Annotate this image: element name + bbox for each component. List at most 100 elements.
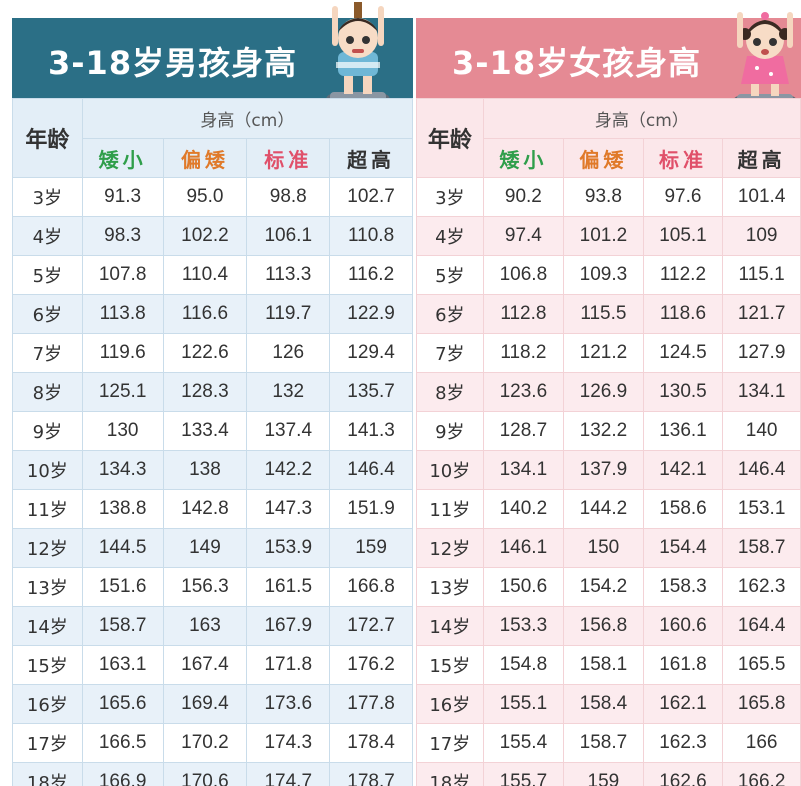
- height-value-cell: 118.6: [642, 294, 724, 334]
- height-value-cell: 110.8: [329, 216, 413, 256]
- age-cell: 13岁: [12, 567, 83, 607]
- boys-title: 3-18岁男孩身高: [48, 44, 298, 82]
- table-row: 4岁 97.4 101.2 105.1 109: [416, 216, 801, 256]
- height-value-cell: 97.4: [482, 216, 565, 256]
- height-value-cell: 138: [162, 450, 248, 490]
- height-value-cell: 107.8: [81, 255, 164, 295]
- category-short-header: 矮小: [81, 138, 164, 178]
- height-value-cell: 177.8: [329, 684, 413, 724]
- height-value-cell: 151.9: [329, 489, 413, 529]
- height-value-cell: 166.8: [329, 567, 413, 607]
- height-value-cell: 138.8: [81, 489, 164, 529]
- table-row: 16岁 165.6 169.4 173.6 177.8: [12, 684, 413, 724]
- height-value-cell: 144.2: [563, 489, 644, 529]
- boys-table-body: 3岁 91.3 95.0 98.8 102.7 4岁 98.3 102.2 106.1 110.8…: [12, 177, 413, 786]
- height-value-cell: 154.8: [482, 645, 565, 685]
- height-value-cell: 112.2: [642, 255, 724, 295]
- table-row: 4岁 98.3 102.2 106.1 110.8: [12, 216, 413, 256]
- age-column-header: 年龄: [12, 98, 83, 178]
- height-value-cell: 91.3: [81, 177, 164, 217]
- table-row: 16岁 155.1 158.4 162.1 165.8: [416, 684, 801, 724]
- height-value-cell: 112.8: [482, 294, 565, 334]
- table-row: 7岁 119.6 122.6 126 129.4: [12, 333, 413, 373]
- height-value-cell: 158.4: [563, 684, 644, 724]
- height-value-cell: 172.7: [329, 606, 413, 646]
- height-value-cell: 173.6: [246, 684, 331, 724]
- height-value-cell: 135.7: [329, 372, 413, 412]
- height-unit-header: 身高（cm）: [81, 98, 413, 139]
- height-value-cell: 134.3: [81, 450, 164, 490]
- height-value-cell: 105.1: [642, 216, 724, 256]
- height-value-cell: 165.8: [722, 684, 801, 724]
- height-value-cell: 166: [722, 723, 801, 763]
- height-value-cell: 101.4: [722, 177, 801, 217]
- height-value-cell: 125.1: [81, 372, 164, 412]
- height-value-cell: 116.6: [162, 294, 248, 334]
- height-value-cell: 101.2: [563, 216, 644, 256]
- height-value-cell: 102.2: [162, 216, 248, 256]
- age-cell: 13岁: [416, 567, 484, 607]
- height-value-cell: 119.7: [246, 294, 331, 334]
- table-row: 10岁 134.1 137.9 142.1 146.4: [416, 450, 801, 490]
- age-cell: 18岁: [416, 762, 484, 786]
- height-value-cell: 161.5: [246, 567, 331, 607]
- age-cell: 3岁: [12, 177, 83, 217]
- height-value-cell: 130.5: [642, 372, 724, 412]
- age-cell: 18岁: [12, 762, 83, 786]
- table-row: 6岁 113.8 116.6 119.7 122.9: [12, 294, 413, 334]
- age-cell: 15岁: [416, 645, 484, 685]
- age-cell: 12岁: [416, 528, 484, 568]
- age-cell: 15岁: [12, 645, 83, 685]
- height-value-cell: 122.6: [162, 333, 248, 373]
- height-value-cell: 167.4: [162, 645, 248, 685]
- height-value-cell: 165.5: [722, 645, 801, 685]
- height-value-cell: 164.4: [722, 606, 801, 646]
- height-value-cell: 115.1: [722, 255, 801, 295]
- height-value-cell: 123.6: [482, 372, 565, 412]
- age-cell: 9岁: [12, 411, 83, 451]
- height-value-cell: 162.1: [642, 684, 724, 724]
- age-cell: 17岁: [416, 723, 484, 763]
- age-cell: 7岁: [416, 333, 484, 373]
- height-value-cell: 106.1: [246, 216, 331, 256]
- height-value-cell: 166.9: [81, 762, 164, 786]
- height-value-cell: 162.3: [722, 567, 801, 607]
- age-cell: 11岁: [416, 489, 484, 529]
- height-value-cell: 97.6: [642, 177, 724, 217]
- height-value-cell: 155.7: [482, 762, 565, 786]
- height-value-cell: 116.2: [329, 255, 413, 295]
- age-cell: 17岁: [12, 723, 83, 763]
- age-cell: 7岁: [12, 333, 83, 373]
- height-value-cell: 142.2: [246, 450, 331, 490]
- height-value-cell: 153.9: [246, 528, 331, 568]
- height-value-cell: 140.2: [482, 489, 565, 529]
- height-value-cell: 165.6: [81, 684, 164, 724]
- table-row: 8岁 123.6 126.9 130.5 134.1: [416, 372, 801, 412]
- height-value-cell: 154.2: [563, 567, 644, 607]
- height-value-cell: 174.3: [246, 723, 331, 763]
- category-below-avg-header: 偏矮: [563, 138, 644, 178]
- height-value-cell: 158.7: [563, 723, 644, 763]
- category-short-header: 矮小: [482, 138, 565, 178]
- age-cell: 16岁: [12, 684, 83, 724]
- height-value-cell: 142.8: [162, 489, 248, 529]
- height-value-cell: 119.6: [81, 333, 164, 373]
- height-value-cell: 95.0: [162, 177, 248, 217]
- height-value-cell: 109.3: [563, 255, 644, 295]
- height-value-cell: 146.4: [722, 450, 801, 490]
- height-value-cell: 115.5: [563, 294, 644, 334]
- height-value-cell: 153.3: [482, 606, 565, 646]
- height-value-cell: 158.6: [642, 489, 724, 529]
- table-row: 14岁 158.7 163 167.9 172.7: [12, 606, 413, 646]
- height-value-cell: 98.8: [246, 177, 331, 217]
- girls-height-panel: 3-18岁女孩身高 年龄 身高（cm） 矮小 偏: [416, 0, 801, 786]
- height-unit-header: 身高（cm）: [482, 98, 801, 139]
- height-value-cell: 146.4: [329, 450, 413, 490]
- height-value-cell: 156.3: [162, 567, 248, 607]
- table-row: 10岁 134.3 138 142.2 146.4: [12, 450, 413, 490]
- height-value-cell: 140: [722, 411, 801, 451]
- height-value-cell: 160.6: [642, 606, 724, 646]
- height-value-cell: 161.8: [642, 645, 724, 685]
- height-value-cell: 169.4: [162, 684, 248, 724]
- height-value-cell: 159: [563, 762, 644, 786]
